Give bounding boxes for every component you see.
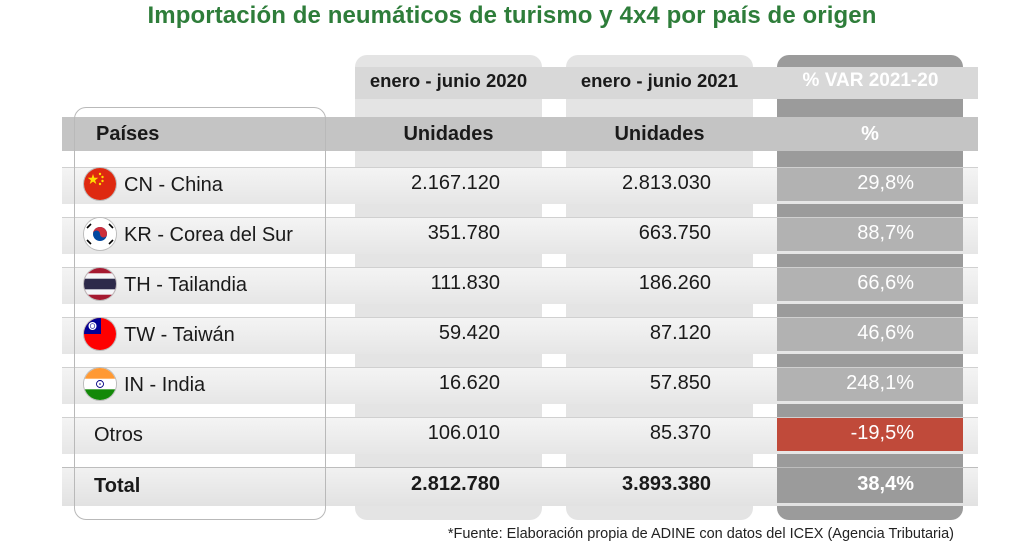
value-2020: 351.780 — [427, 222, 500, 244]
var-cell-total — [777, 468, 963, 503]
value-2021: 186.260 — [638, 272, 711, 294]
chart-title: Importación de neumáticos de turismo y 4… — [147, 2, 877, 29]
value-var: 248,1% — [846, 372, 914, 394]
country-label: KR - Corea del Sur — [124, 224, 293, 246]
var-cell — [777, 368, 963, 401]
var-cell-negative — [777, 418, 963, 451]
india-flag-icon — [84, 368, 116, 400]
column-header-countries: Países — [96, 123, 160, 145]
value-var: 46,6% — [857, 322, 914, 344]
value-2020: 16.620 — [438, 372, 500, 394]
period-header-2020: enero - junio 2020 — [369, 70, 528, 91]
value-var: 88,7% — [857, 222, 914, 244]
value-2020: 59.420 — [438, 322, 500, 344]
country-label: CN - China — [124, 174, 223, 196]
value-var: 29,8% — [857, 172, 914, 194]
total-var: 38,4% — [857, 473, 914, 495]
value-2021: 87.120 — [649, 322, 711, 344]
column-header-units-2021: Unidades — [614, 123, 705, 145]
period-header-var: % VAR 2021-20 — [802, 70, 939, 91]
value-var: -19,5% — [850, 422, 914, 444]
var-cell — [777, 318, 963, 351]
var-cell — [777, 168, 963, 201]
value-2020: 2.167.120 — [411, 172, 500, 194]
south-korea-flag-icon — [84, 218, 116, 250]
countries-column-frame — [74, 107, 326, 520]
taiwan-flag-icon — [84, 318, 116, 350]
column-header-strip — [62, 117, 978, 151]
thailand-flag-icon — [84, 268, 116, 300]
column-header-percent: % — [861, 123, 879, 145]
column-header-units-2020: Unidades — [403, 123, 494, 145]
total-2020: 2.812.780 — [411, 473, 500, 495]
country-label: TW - Taiwán — [124, 324, 235, 346]
country-label: Otros — [94, 424, 143, 446]
source-note: *Fuente: Elaboración propia de ADINE con… — [447, 526, 954, 542]
period-header-2021: enero - junio 2021 — [580, 70, 739, 91]
value-2021: 57.850 — [649, 372, 711, 394]
china-flag-icon — [84, 168, 116, 200]
country-label: IN - India — [124, 374, 206, 396]
total-2021: 3.893.380 — [622, 473, 711, 495]
value-2021: 663.750 — [638, 222, 711, 244]
value-var: 66,6% — [857, 272, 914, 294]
var-cell — [777, 218, 963, 251]
value-2020: 106.010 — [427, 422, 500, 444]
value-2021: 85.370 — [649, 422, 711, 444]
value-2020: 111.830 — [430, 272, 500, 294]
period-header-strip — [355, 67, 978, 99]
country-label: TH - Tailandia — [124, 274, 248, 296]
value-2021: 2.813.030 — [622, 172, 711, 194]
var-cell — [777, 268, 963, 301]
total-label: Total — [94, 475, 141, 497]
